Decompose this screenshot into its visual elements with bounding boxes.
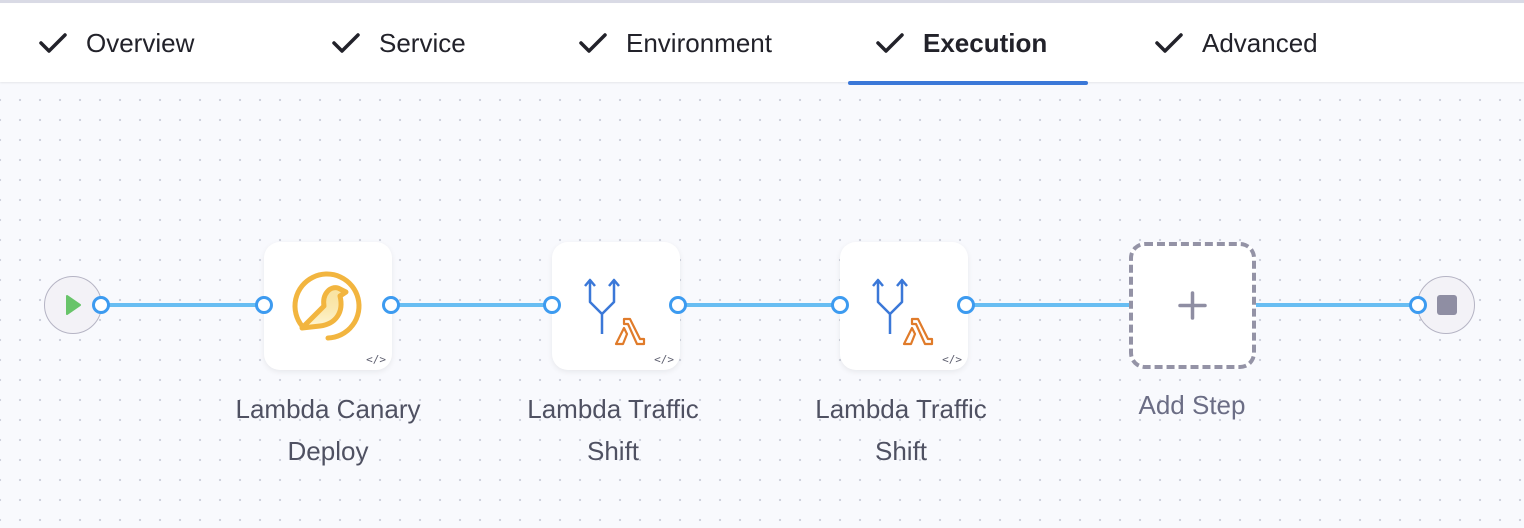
check-icon (579, 33, 607, 53)
check-icon (876, 33, 904, 53)
port (255, 296, 273, 314)
edge (1256, 303, 1418, 307)
edge (966, 303, 1129, 307)
add-step-button[interactable] (1129, 242, 1256, 369)
step-label: Lambda Traffic Shift (527, 394, 699, 466)
step-label: Lambda Traffic Shift (815, 394, 987, 466)
port (669, 296, 687, 314)
step-lambda-traffic-shift[interactable]: </> (552, 242, 680, 370)
port (957, 296, 975, 314)
wizard-tabs: Overview Service Environment Execution A… (0, 4, 1524, 82)
add-step-label: Add Step (1138, 390, 1246, 420)
top-border (0, 0, 1524, 4)
active-tab-indicator (848, 81, 1088, 85)
edge (101, 303, 264, 307)
port (543, 296, 561, 314)
tab-label: Service (379, 27, 466, 58)
check-icon (332, 33, 360, 53)
tab-overview[interactable]: Overview (38, 4, 194, 82)
traffic-shift-lambda-icon (584, 278, 646, 346)
tab-label: Environment (626, 27, 772, 58)
check-icon (39, 33, 67, 53)
tab-environment[interactable]: Environment (578, 4, 772, 82)
port (382, 296, 400, 314)
tab-advanced[interactable]: Advanced (1154, 4, 1318, 82)
step-lambda-traffic-shift[interactable]: </> (840, 242, 968, 370)
yaml-code-icon: </> (942, 353, 962, 366)
check-icon (1155, 33, 1183, 53)
canary-bird-icon (292, 271, 362, 341)
step-lambda-canary-deploy[interactable]: </> (264, 242, 392, 370)
port (831, 296, 849, 314)
edge (391, 303, 552, 307)
tab-service[interactable]: Service (331, 4, 466, 82)
yaml-code-icon: </> (366, 353, 386, 366)
tab-label: Advanced (1202, 27, 1318, 58)
traffic-shift-lambda-icon (872, 278, 934, 346)
yaml-code-icon: </> (654, 353, 674, 366)
stop-icon (1436, 294, 1457, 315)
step-label: Lambda Canary Deploy (235, 394, 421, 466)
plus-icon (1178, 291, 1207, 320)
play-icon (65, 294, 81, 315)
tab-execution[interactable]: Execution (875, 4, 1047, 82)
tab-label: Execution (923, 27, 1048, 58)
port (92, 296, 110, 314)
port (1409, 296, 1427, 314)
edge (678, 303, 840, 307)
tab-label: Overview (86, 27, 195, 58)
